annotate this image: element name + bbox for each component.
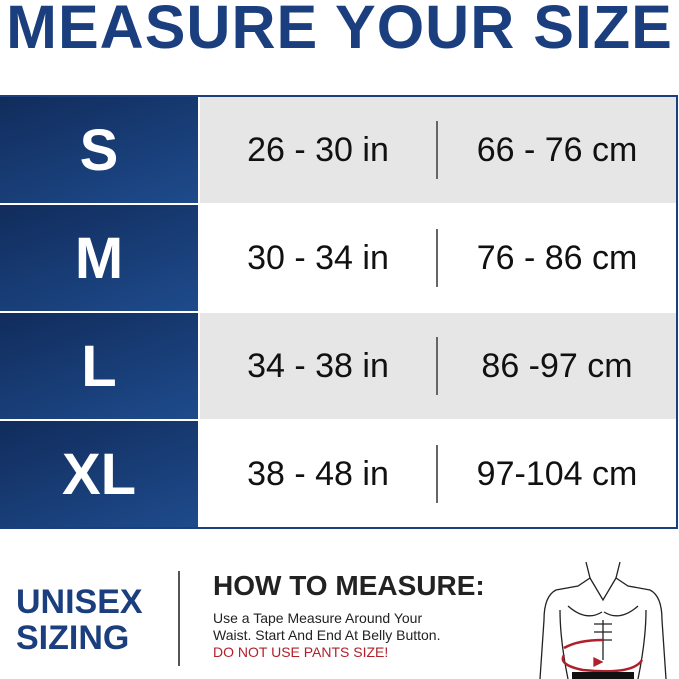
divider — [436, 337, 438, 395]
size-table: S 26 - 30 in 66 - 76 cm M 30 - 34 in 76 - … — [0, 95, 678, 529]
size-row-m: M 30 - 34 in 76 - 86 cm — [0, 205, 676, 311]
size-label: S — [0, 97, 198, 203]
size-label: L — [0, 313, 198, 419]
inches-range: 34 - 38 in — [247, 346, 389, 385]
page-title: MEASURE YOUR SIZE — [6, 0, 673, 61]
unisex-sizing-label: UNISEX SIZING — [16, 584, 143, 656]
cm-range: 86 -97 cm — [481, 346, 633, 385]
divider — [436, 121, 438, 179]
warning-text: DO NOT USE PANTS SIZE! — [213, 644, 389, 660]
size-row-xl: XL 38 - 48 in 97-104 cm — [0, 421, 676, 527]
size-row-s: S 26 - 30 in 66 - 76 cm — [0, 97, 676, 203]
instruction-line: Use a Tape Measure Around Your — [213, 610, 423, 626]
divider — [436, 445, 438, 503]
cm-range: 97-104 cm — [476, 454, 638, 493]
divider — [436, 229, 438, 287]
unisex-line: UNISEX — [16, 583, 143, 621]
size-label: M — [0, 205, 198, 311]
how-to-measure-title: HOW TO MEASURE: — [213, 570, 485, 601]
cm-range: 66 - 76 cm — [476, 130, 638, 169]
instructions: Use a Tape Measure Around Your Waist. St… — [213, 610, 441, 661]
instruction-line: Waist. Start And End At Belly Button. — [213, 627, 441, 643]
inches-range: 30 - 34 in — [247, 238, 389, 277]
inches-range: 38 - 48 in — [247, 454, 389, 493]
size-label: XL — [0, 421, 198, 527]
torso-illustration-icon — [539, 561, 667, 679]
size-row-l: L 34 - 38 in 86 -97 cm — [0, 313, 676, 419]
footer-divider — [178, 571, 180, 666]
sizing-line: SIZING — [16, 619, 130, 657]
inches-range: 26 - 30 in — [247, 130, 389, 169]
cm-range: 76 - 86 cm — [476, 238, 638, 277]
